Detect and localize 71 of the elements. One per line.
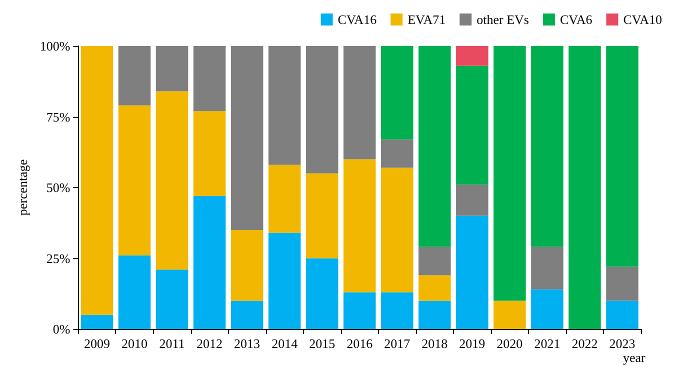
bar — [494, 46, 526, 301]
bar — [118, 105, 151, 256]
bar — [381, 46, 414, 140]
bar — [343, 159, 376, 292]
bar — [80, 46, 114, 315]
bar — [568, 46, 601, 329]
legend-label: CVA6 — [560, 12, 593, 27]
y-tick-label: 50% — [46, 180, 70, 195]
bar — [193, 196, 226, 329]
y-tick-label: 0% — [52, 322, 70, 336]
x-tick-label: 2010 — [122, 336, 148, 351]
bar — [418, 300, 451, 329]
bar — [230, 46, 264, 230]
bar — [80, 314, 114, 329]
x-tick-label: 2011 — [159, 336, 185, 351]
bar — [343, 46, 376, 160]
x-tick-label: 2022 — [572, 336, 598, 351]
x-tick-label: 2015 — [309, 336, 336, 351]
bar — [606, 46, 638, 267]
bar — [193, 111, 226, 196]
bar — [456, 184, 488, 216]
x-tick-label: 2023 — [609, 336, 636, 351]
bar — [606, 300, 638, 329]
bar — [306, 46, 338, 174]
bar — [418, 275, 451, 301]
bar — [606, 266, 638, 301]
bar — [156, 46, 188, 92]
bar — [230, 230, 264, 301]
bar — [531, 289, 564, 329]
x-tick-label: 2021 — [534, 336, 560, 351]
x-tick-label: 2018 — [422, 336, 448, 351]
y-tick-label: 25% — [46, 250, 70, 266]
bar — [268, 164, 301, 233]
x-tick-label: 2013 — [234, 336, 260, 351]
bar — [381, 292, 414, 329]
bar — [343, 292, 376, 329]
bar — [531, 46, 564, 247]
bar — [494, 300, 526, 329]
legend-label: other EVs — [476, 12, 529, 27]
legend-label: CVA16 — [338, 12, 378, 27]
bar — [306, 258, 338, 329]
bar — [381, 139, 414, 168]
x-tick-label: 2017 — [384, 336, 411, 351]
bar — [418, 46, 451, 247]
bar — [193, 46, 226, 112]
legend-label: EVA71 — [408, 12, 446, 27]
bar — [418, 246, 451, 276]
bar — [531, 246, 564, 290]
x-tick-label: 2014 — [272, 336, 298, 351]
bar — [306, 173, 338, 258]
bar — [118, 46, 151, 106]
x-tick-label: 2020 — [496, 336, 523, 351]
y-axis-title: percentage — [15, 159, 30, 216]
bar — [230, 300, 264, 329]
bar — [268, 46, 301, 165]
y-tick-label: 75% — [46, 109, 70, 124]
x-tick-label: 2009 — [84, 336, 110, 351]
bar — [381, 168, 414, 292]
bar — [456, 216, 488, 329]
bar — [156, 91, 188, 270]
x-tick-label: 2016 — [346, 336, 374, 351]
bar — [118, 255, 151, 329]
bar — [456, 46, 488, 66]
bar — [456, 66, 488, 185]
x-tick-label: 2019 — [459, 336, 486, 351]
x-tick-label: 2012 — [196, 336, 223, 351]
y-tick-label: 100% — [40, 38, 70, 54]
bar — [156, 270, 188, 329]
x-axis-title: year — [623, 350, 646, 365]
bar — [268, 232, 301, 329]
legend-label: CVA10 — [623, 12, 662, 27]
